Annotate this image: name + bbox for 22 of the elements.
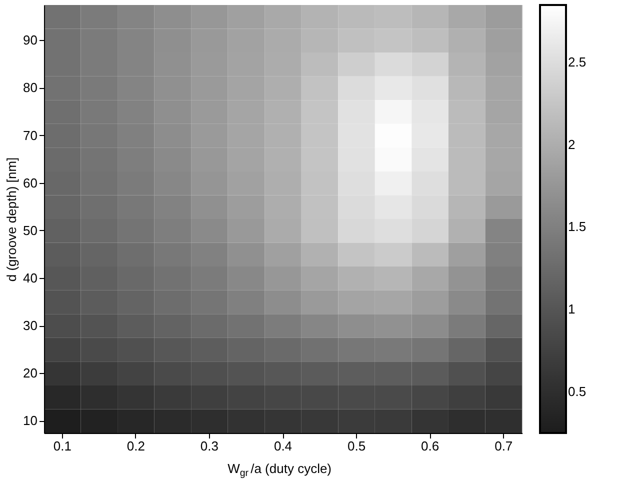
y-tick-label: 90 [23, 32, 38, 48]
color-bar-label: 1.5 [568, 219, 586, 234]
color-bar-label: 1 [568, 302, 576, 317]
x-tick-label: 0.4 [274, 438, 292, 454]
color-bar-label: 2.5 [568, 54, 586, 70]
y-tick-label: 10 [23, 413, 38, 428]
y-tick-label: 60 [23, 175, 38, 190]
color-bar-label: 2 [568, 136, 576, 152]
y-tick-label: 80 [23, 80, 38, 96]
y-tick-label: 40 [23, 270, 38, 286]
x-tick-label: 0.5 [348, 438, 366, 454]
y-axis-title: d (groove depth) [nm] [4, 157, 20, 282]
x-tick-label: 0.3 [200, 438, 218, 454]
y-tick-label: 70 [23, 128, 38, 143]
color-bar-label: 0.5 [568, 384, 586, 399]
x-tick-label: 0.7 [494, 438, 513, 454]
x-tick-label: 0.6 [421, 438, 440, 454]
x-tick-label: 0.2 [126, 438, 145, 454]
x-tick-label: 0.1 [53, 438, 72, 454]
y-tick-label: 20 [23, 366, 38, 381]
y-tick-label: 50 [23, 222, 38, 238]
y-tick-label: 30 [23, 318, 38, 333]
